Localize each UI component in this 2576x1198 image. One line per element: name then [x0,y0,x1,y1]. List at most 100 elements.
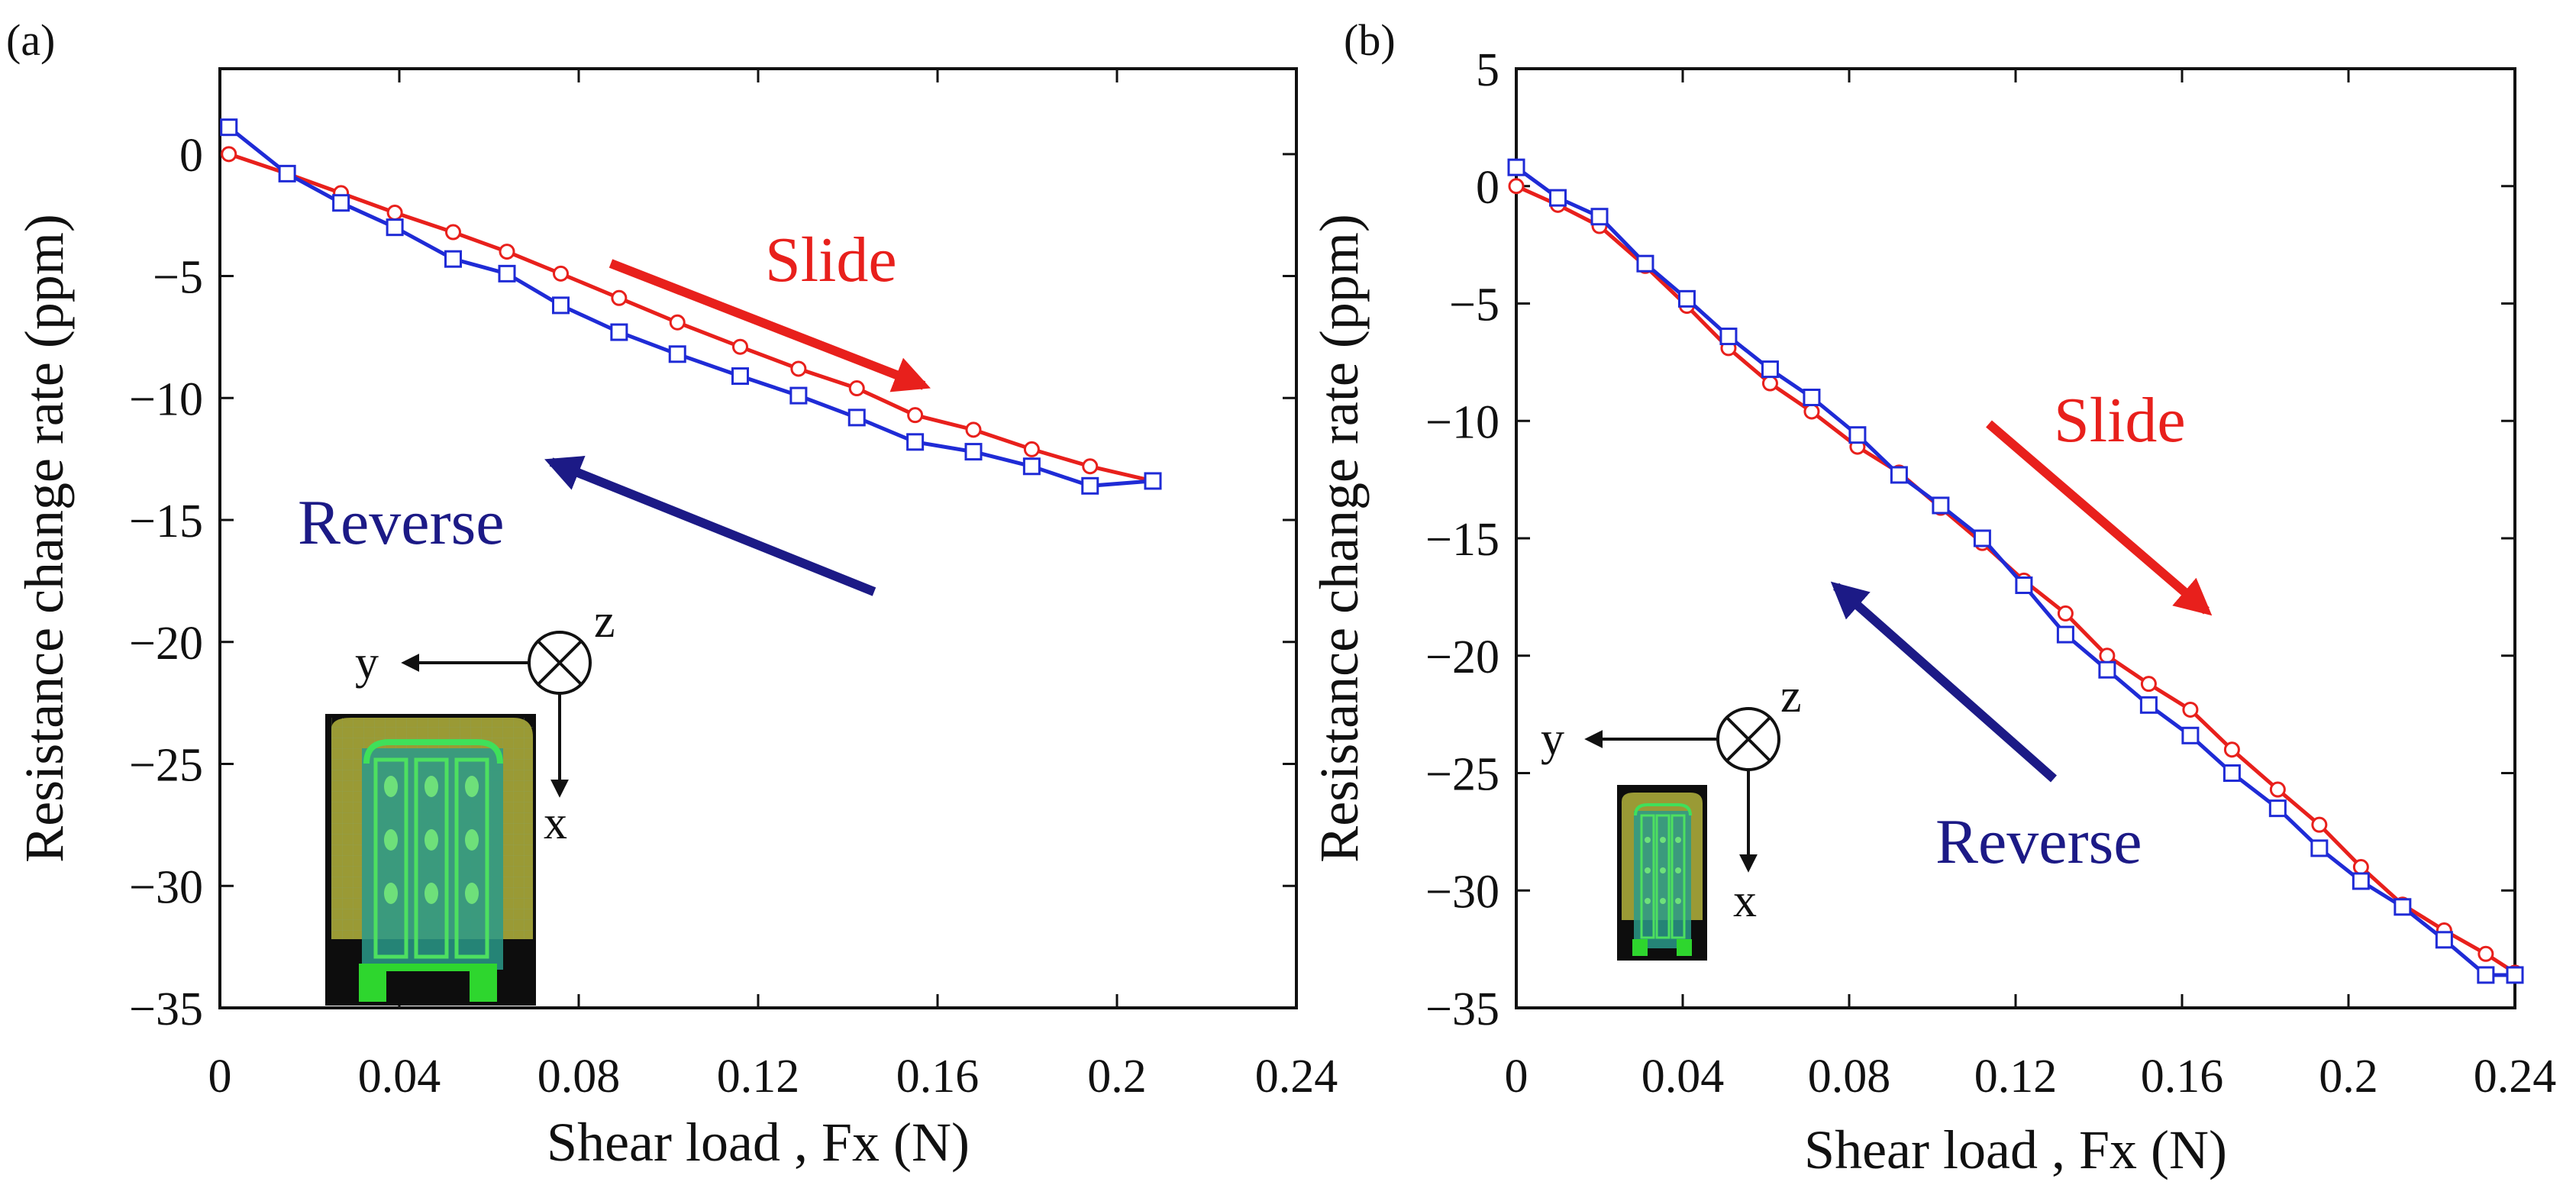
coordinate-frame-a: y x z [355,596,615,849]
data-point-reverse [2435,931,2453,949]
x-tick-label: 0 [1505,1051,1528,1103]
data-point-slide [499,244,515,260]
x-tick-label: 0.2 [1087,1051,1147,1103]
data-point-reverse [2015,576,2033,594]
y-axis-label: Resistance change rate (ppm) [1309,214,1370,863]
data-point-reverse [1636,254,1654,273]
data-point-reverse [2394,898,2412,916]
x-tick-label: 0.16 [2141,1051,2224,1103]
axis-y-label-a: y [355,637,379,689]
data-point-slide [2478,945,2494,962]
reverse-arrow-a [544,456,876,596]
data-point-slide [611,289,628,306]
reverse-annotation-b: Reverse [1935,806,2142,877]
data-point-slide [848,380,865,397]
data-point-slide [1761,375,1778,392]
data-point-reverse [2477,966,2495,984]
axis-z-label-a: z [594,596,615,647]
data-point-reverse [1973,529,1991,547]
data-point-reverse [2181,726,2200,744]
data-point-reverse [2139,696,2158,714]
data-point-reverse [1081,476,1099,495]
coordinate-frame-b: y x z [1541,670,1802,927]
x-tick-label: 0.24 [1255,1051,1338,1103]
data-point-reverse [1890,466,1908,484]
y-tick-label: −10 [1425,396,1499,448]
y-axis-label: Resistance change rate (ppm) [14,214,75,863]
data-point-reverse [2268,799,2287,818]
data-point-slide [2182,701,2199,718]
data-point-reverse [1932,496,1950,515]
data-point-slide [553,265,569,282]
data-point-reverse [731,367,749,386]
y-tick-label: −15 [1425,514,1499,566]
axis-y-label-b: y [1541,713,1564,765]
device-inset-image-a [325,714,536,1006]
data-point-reverse [2506,966,2524,984]
x-tick-label: 0.24 [2474,1051,2557,1103]
slide-arrow-a [608,259,931,392]
data-point-reverse [552,296,570,315]
slide-arrow-b [1986,420,2213,616]
x-tick-label: 0.08 [537,1051,621,1103]
axis-x-label-b: x [1733,875,1757,927]
chart-panel-b: (b) 0 0.04 0.08 0.12 0.16 0.2 0.24 5 0 −5 −10 −15 −2… [1309,15,2556,1180]
data-point-reverse [332,194,350,212]
y-tick-label: −25 [129,740,203,792]
data-point-reverse [1848,426,1867,444]
axis-x-label-a: x [544,797,567,849]
series-line-slide [228,152,1154,483]
panel-label-a: (a) [6,15,55,65]
data-point-reverse [498,264,516,283]
x-tick-label: 0.12 [717,1051,800,1103]
data-point-reverse [2223,764,2241,782]
data-point-reverse [1507,158,1525,176]
slide-annotation-b: Slide [2054,385,2186,456]
data-point-reverse [847,408,866,427]
data-point-reverse [2098,660,2116,679]
data-point-slide [1803,403,1820,420]
y-tick-label: −30 [1425,866,1499,918]
x-axis-label: Shear load , Fx (N) [547,1112,970,1173]
data-point-slide [907,407,924,424]
x-tick-label: 0.2 [2319,1051,2378,1103]
data-point-slide [2223,741,2240,758]
x-axis-label: Shear load , Fx (N) [1804,1119,2227,1180]
data-point-slide [669,314,686,331]
x-tick-label: 0 [208,1051,232,1103]
data-point-slide [2140,676,2157,693]
reverse-annotation-a: Reverse [298,487,505,558]
y-tick-label: −20 [129,618,203,670]
y-tick-label: −5 [1449,279,1499,331]
data-point-slide [2311,816,2328,833]
y-tick-label: 0 [179,130,203,182]
data-point-slide [1508,178,1525,195]
data-point-reverse [1719,328,1738,346]
y-tick-label: −10 [129,373,203,425]
data-point-reverse [220,118,238,137]
data-point-slide [2352,859,2369,875]
data-point-slide [2057,605,2074,622]
data-point-slide [790,360,807,377]
data-point-reverse [668,345,686,363]
reverse-arrow-b [1830,581,2057,783]
y-tick-label: −35 [129,983,203,1035]
y-tick-label: −15 [129,496,203,547]
y-tick-label: −25 [1425,749,1499,801]
data-point-reverse [964,443,983,461]
data-point-slide [965,421,982,438]
x-tick-label: 0.08 [1808,1051,1891,1103]
data-point-reverse [386,218,404,237]
data-point-slide [732,338,748,355]
y-tick-label: −35 [1425,983,1499,1035]
data-point-reverse [906,433,925,451]
x-tick-label: 0.16 [896,1051,980,1103]
data-point-reverse [2056,625,2074,644]
data-point-reverse [789,386,808,405]
data-point-reverse [2310,839,2329,857]
data-point-slide [2269,781,2286,798]
data-point-reverse [1761,360,1779,379]
x-tick-label: 0.04 [1641,1051,1725,1103]
data-point-slide [386,204,403,221]
data-point-slide [445,224,461,241]
